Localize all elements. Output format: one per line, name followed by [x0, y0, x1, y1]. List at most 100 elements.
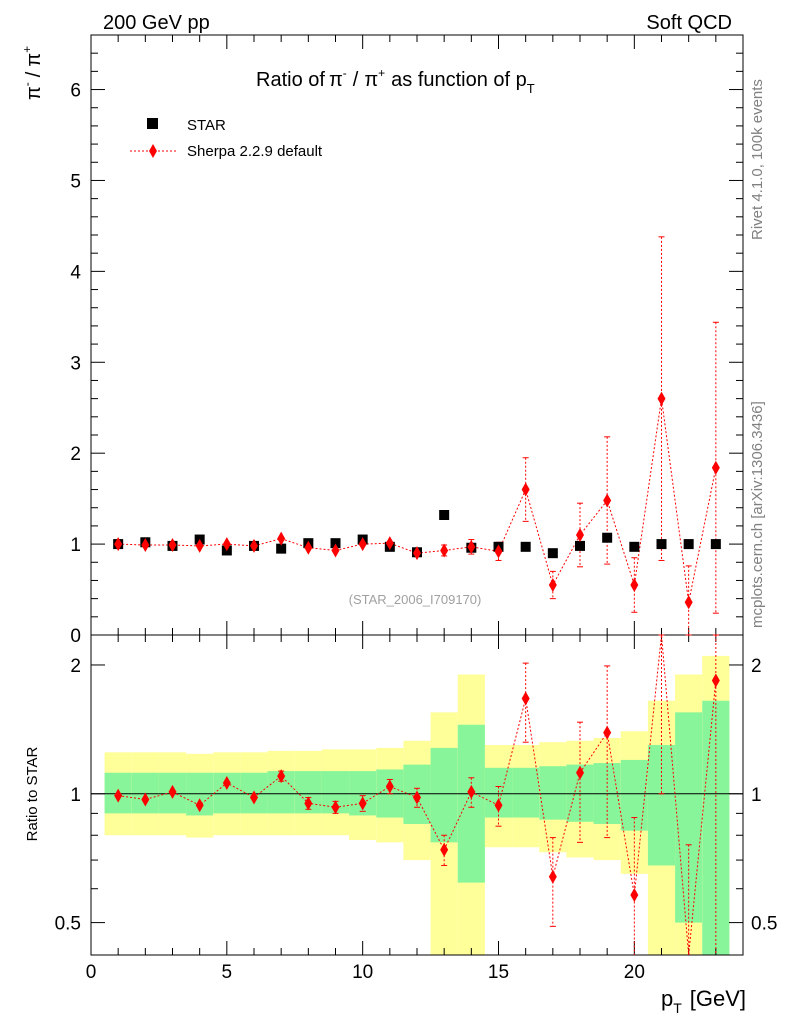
- mc-point-ratio: [141, 792, 150, 807]
- ratio-y-tick-label-left: 0.5: [55, 914, 81, 935]
- mc-point-ratio: [331, 800, 340, 815]
- mcplots-site-label: mcplots.cern.ch [arXiv:1306.3436]: [749, 401, 766, 628]
- mc-point-ratio: [521, 691, 530, 706]
- title-pi-plus: π: [364, 69, 378, 91]
- mc-point-main: [521, 482, 530, 497]
- star-data-point: [439, 510, 450, 520]
- title-pi-minus: π: [329, 69, 343, 91]
- header-left: 200 GeV pp: [103, 12, 210, 34]
- star-data-point: [330, 538, 341, 549]
- x-tick-label: 20: [624, 962, 645, 983]
- title-prefix: Ratio of: [256, 69, 325, 91]
- star-data-point: [683, 539, 694, 550]
- ratio-y-tick-label-right: 1: [751, 785, 762, 806]
- mc-point-main: [141, 538, 150, 552]
- mc-point-main: [195, 538, 204, 553]
- y-label-minus-sup: -: [20, 82, 34, 86]
- mc-point-main: [548, 578, 557, 592]
- mc-point-main: [277, 531, 286, 546]
- rivet-version-label: Rivet 4.1.0, 100k events: [749, 79, 766, 240]
- mc-point-ratio: [494, 798, 503, 813]
- band-inner-12: [430, 747, 458, 843]
- mc-point-ratio: [413, 790, 421, 805]
- x-tick-label: 10: [352, 962, 373, 983]
- band-inner-16: [539, 766, 567, 820]
- ratio-y-tick-label-left: 1: [70, 785, 81, 806]
- mc-point-ratio: [222, 775, 231, 790]
- title-minus-sup: -: [343, 66, 347, 80]
- mc-point-main: [657, 391, 666, 406]
- mc-point-main: [630, 578, 639, 592]
- x-tick-label: 15: [488, 962, 509, 983]
- mc-point-ratio: [195, 798, 204, 813]
- main-y-tick-label: 5: [70, 171, 81, 192]
- mc-point-ratio: [711, 673, 720, 688]
- star-data-point: [602, 532, 613, 543]
- x-label-unit: [GeV]: [690, 986, 746, 1011]
- band-inner-15: [512, 767, 540, 818]
- main-y-tick-label: 3: [70, 353, 81, 374]
- main-y-tick-label: 2: [70, 444, 81, 465]
- x-tick-label: 0: [86, 962, 97, 983]
- star-data-point: [276, 543, 287, 554]
- title-plus-sup: +: [378, 66, 385, 80]
- star-data-point: [520, 541, 531, 552]
- mc-point-main: [168, 538, 177, 552]
- mc-point-main: [222, 537, 231, 552]
- mc-point-main: [250, 538, 258, 553]
- title-sub: T: [527, 81, 535, 96]
- mc-point-main: [440, 543, 449, 558]
- mc-point-ratio: [358, 796, 367, 811]
- analysis-watermark: (STAR_2006_I709170): [349, 592, 482, 607]
- main-y-tick-label: 0: [70, 626, 81, 647]
- band-inner-19: [620, 759, 648, 831]
- mc-point-ratio: [168, 784, 177, 799]
- main-y-tick-label: 1: [70, 535, 81, 556]
- mc-point-main: [385, 536, 394, 551]
- mc-point-ratio: [630, 888, 639, 903]
- x-axis-label: pT [GeV]: [661, 986, 746, 1016]
- y-label-slash: /: [23, 71, 45, 77]
- ratio-y-axis-label: Ratio to STAR: [24, 746, 41, 841]
- mc-point-main: [114, 537, 123, 552]
- mc-point-ratio: [576, 765, 584, 780]
- star-data-point: [575, 540, 585, 551]
- legend-marker-star: [147, 118, 158, 129]
- mc-point-ratio: [304, 796, 313, 811]
- mc-point-main: [711, 460, 720, 475]
- band-inner-21: [675, 712, 703, 923]
- mc-point-ratio: [467, 784, 476, 799]
- ratio-y-tick-label-right: 2: [751, 656, 762, 677]
- title-slash: /: [353, 69, 359, 91]
- x-label-main: p: [661, 986, 673, 1011]
- mc-point-main: [358, 537, 367, 552]
- legend-label-sherpa: Sherpa 2.2.9 default: [187, 143, 323, 160]
- legend-label-star: STAR: [187, 117, 226, 134]
- mc-point-main: [331, 543, 340, 558]
- x-tick-label: 5: [222, 962, 233, 983]
- star-data-point: [710, 539, 721, 550]
- main-y-tick-label: 4: [70, 262, 81, 283]
- mc-point-main: [603, 493, 612, 508]
- title-suffix: as function of p: [391, 69, 527, 91]
- mc-point-main: [467, 539, 476, 554]
- main-y-axis-label: π-/π+: [20, 46, 45, 100]
- mc-point-main: [576, 528, 584, 542]
- mc-point-ratio: [385, 779, 394, 794]
- mc-point-ratio: [114, 788, 123, 803]
- header-right: Soft QCD: [646, 12, 732, 34]
- main-y-tick-label: 6: [70, 81, 81, 102]
- mc-point-main: [413, 546, 421, 561]
- y-label-pi-plus: π: [23, 53, 45, 67]
- y-label-pi-minus: π: [23, 86, 45, 100]
- legend-marker-sherpa: [149, 144, 157, 158]
- mc-point-main: [304, 540, 313, 555]
- star-data-point: [547, 548, 558, 559]
- y-label-plus-sup: +: [20, 46, 34, 53]
- mc-line-main: [118, 398, 717, 603]
- chart-marks: 0 5 10 15 20 0 1 2 3 4 5 6 0.5 0.5 1 1 2 2: [55, 34, 777, 983]
- star-data-point: [656, 539, 667, 550]
- mc-point-ratio: [603, 725, 612, 740]
- ratio-y-tick-label-left: 2: [70, 656, 81, 677]
